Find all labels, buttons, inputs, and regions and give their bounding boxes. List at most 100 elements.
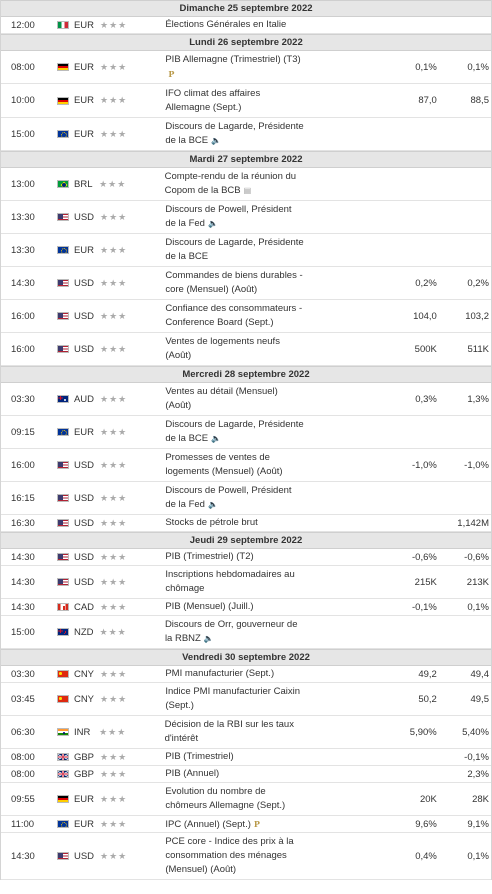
event-row[interactable]: 16:15 USD ★★★ Discours de Powell, Président… xyxy=(1,482,491,515)
event-previous: 103,2 xyxy=(465,310,489,322)
event-title[interactable]: Ventes de logements neufs (Août) xyxy=(159,335,330,363)
currency-code: INR xyxy=(74,726,91,738)
event-title-line: Commandes de biens durables - xyxy=(165,270,303,281)
event-currency: USD xyxy=(47,577,94,588)
event-title[interactable]: PCE core - Indice des prix à la consommat… xyxy=(159,835,330,877)
event-title[interactable]: PIB (Trimestriel) xyxy=(159,750,330,764)
currency-code: CNY xyxy=(73,693,95,705)
flag-eu-icon xyxy=(56,820,69,828)
currency-code: GBP xyxy=(73,768,95,780)
event-row[interactable]: 03:45 CNY ★★★ Indice PMI manufacturier Caix… xyxy=(1,683,491,716)
event-currency: USD xyxy=(47,311,94,322)
currency-code: EUR xyxy=(73,95,95,106)
currency-code: USD xyxy=(73,343,95,355)
event-forecast: -1,0% xyxy=(412,459,437,471)
flag-us-icon xyxy=(56,213,69,221)
event-title[interactable]: Commandes de biens durables - core (Mensu… xyxy=(159,269,330,297)
importance-stars-icon: ★★★ xyxy=(100,576,128,587)
event-row[interactable]: 16:30 USD ★★★ Stocks de pétrole brut 1,142M xyxy=(1,515,491,532)
event-previous: 1,3% xyxy=(467,393,489,405)
event-title[interactable]: Promesses de ventes de logements (Mensuel… xyxy=(159,451,330,479)
event-title[interactable]: PIB Allemagne (Trimestriel) (T3) P xyxy=(159,53,330,82)
event-title-line: Indice PMI manufacturier Caixin xyxy=(165,686,300,697)
event-title-line: Copom de la BCB xyxy=(164,185,241,196)
event-row[interactable]: 16:00 USD ★★★ Promesses de ventes de logemen… xyxy=(1,449,491,482)
event-title[interactable]: Discours de Orr, gouverneur de la RBNZ 🔈 xyxy=(159,618,331,646)
currency-code: EUR xyxy=(73,818,95,830)
event-time: 15:00 xyxy=(11,626,35,638)
event-row[interactable]: 03:30 AUD ★★★ Ventes au détail (Mensuel) (Ao… xyxy=(1,383,491,416)
event-row[interactable]: 10:00 EUR ★★★ IFO climat des affaires Allema… xyxy=(1,84,491,118)
event-title[interactable]: Élections Générales en Italie xyxy=(159,18,330,32)
event-row[interactable]: 03:30 CNY ★★★ PMI manufacturier (Sept.) 49,2… xyxy=(1,666,491,683)
event-title[interactable]: Inscriptions hebdomadaires au chômage xyxy=(159,568,330,596)
event-title[interactable]: PMI manufacturier (Sept.) xyxy=(159,667,330,681)
flag-gb-icon xyxy=(56,770,69,778)
importance-stars-icon: ★★★ xyxy=(100,95,128,105)
importance-stars-icon: ★★★ xyxy=(99,178,127,189)
event-title[interactable]: PIB (Annuel) xyxy=(159,767,330,781)
event-row[interactable]: 14:30 CAD ★★★ PIB (Mensuel) (Juill.) -0,1% 0,… xyxy=(1,599,491,616)
event-title[interactable]: Discours de Powell, Président de la Fed 🔈 xyxy=(159,484,330,512)
event-row[interactable]: 08:00 GBP ★★★ PIB (Annuel) 2,3% xyxy=(1,766,491,783)
event-row[interactable]: 09:55 EUR ★★★ Evolution du nombre de chômeur… xyxy=(1,783,491,816)
event-row[interactable]: 09:15 EUR ★★★ Discours de Lagarde, Présiden… xyxy=(1,416,491,449)
event-row[interactable]: 11:00 EUR ★★★ IPC (Annuel) (Sept.) P 9,6% 9,1% xyxy=(1,816,491,833)
event-time: 15:00 xyxy=(11,128,35,140)
event-row[interactable]: 08:00 GBP ★★★ PIB (Trimestriel) -0,1% xyxy=(1,749,491,766)
flag-cn-icon xyxy=(56,695,69,703)
event-forecast: 104,0 xyxy=(413,310,437,322)
event-row[interactable]: 15:00 EUR ★★★ Discours de Lagarde, Présiden… xyxy=(1,118,491,151)
importance-stars-icon: ★★★ xyxy=(100,551,128,562)
currency-code: USD xyxy=(73,576,95,588)
event-title[interactable]: Discours de Lagarde, Présidente de la BCE… xyxy=(159,120,330,148)
event-title[interactable]: PIB (Mensuel) (Juill.) xyxy=(159,600,330,614)
speaker-icon: 🔈 xyxy=(207,500,218,509)
event-title[interactable]: Compte-rendu de la réunion du Copom de la… xyxy=(159,170,331,198)
event-title[interactable]: PIB (Trimestriel) (T2) xyxy=(159,550,330,564)
event-title-line: Confiance des consommateurs - xyxy=(165,303,303,314)
event-row[interactable]: 06:30 INR ★★★ Décision de la RBI sur les ta… xyxy=(1,716,491,749)
event-row[interactable]: 15:00 NZD ★★★ Discours de Orr, gouverneur d… xyxy=(1,616,491,649)
importance-stars-icon: ★★★ xyxy=(100,343,128,354)
importance-stars-icon: ★★★ xyxy=(100,310,128,321)
importance-stars-icon: ★★★ xyxy=(100,393,128,404)
currency-code: USD xyxy=(73,459,95,471)
event-time: 16:30 xyxy=(11,517,35,529)
event-title[interactable]: IFO climat des affaires Allemagne (Sept.) xyxy=(159,87,330,115)
event-row[interactable]: 08:00 EUR ★★★ PIB Allemagne (Trimestriel) (… xyxy=(1,51,491,84)
flag-us-icon xyxy=(56,279,69,287)
event-title[interactable]: Discours de Powell, Président de la Fed 🔈 xyxy=(159,203,330,231)
event-title[interactable]: Ventes au détail (Mensuel) (Août) xyxy=(159,385,330,413)
currency-code: USD xyxy=(73,310,95,322)
event-row[interactable]: 12:00 EUR ★★★ Élections Générales en Italie xyxy=(1,17,491,34)
event-row[interactable]: 13:30 USD ★★★ Discours de Powell, Président… xyxy=(1,201,491,234)
event-title[interactable]: Décision de la RBI sur les taux d'intérêt xyxy=(159,718,331,746)
event-time: 16:00 xyxy=(11,459,35,471)
event-row[interactable]: 14:30 USD ★★★ PCE core - Indice des prix à … xyxy=(1,833,491,880)
event-title[interactable]: Indice PMI manufacturier Caixin (Sept.) xyxy=(159,685,330,713)
event-row[interactable]: 16:00 USD ★★★ Confiance des consommateurs -… xyxy=(1,300,491,333)
currency-code: USD xyxy=(73,517,95,529)
event-row[interactable]: 14:30 USD ★★★ Commandes de biens durables -… xyxy=(1,267,491,300)
flag-eu-icon xyxy=(56,246,69,254)
flag-us-icon xyxy=(56,312,69,320)
event-forecast: 50,2 xyxy=(418,693,437,705)
event-row[interactable]: 16:00 USD ★★★ Ventes de logements neufs (Aoû… xyxy=(1,333,491,366)
event-title-line: de la BCE xyxy=(165,433,209,444)
event-row[interactable]: 13:30 EUR ★★★ Discours de Lagarde, Présiden… xyxy=(1,234,491,267)
event-row[interactable]: 14:30 USD ★★★ PIB (Trimestriel) (T2) -0,6% -0… xyxy=(1,549,491,566)
importance-stars-icon: ★★★ xyxy=(100,426,128,437)
event-title[interactable]: Stocks de pétrole brut xyxy=(159,516,330,530)
event-row[interactable]: 14:30 USD ★★★ Inscriptions hebdomadaires au… xyxy=(1,566,491,599)
event-title[interactable]: Discours de Lagarde, Présidente de la BCE xyxy=(159,236,330,264)
event-title-line: IFO climat des affaires xyxy=(165,87,261,99)
event-title[interactable]: Evolution du nombre de chômeurs Allemagne… xyxy=(159,785,330,813)
event-title[interactable]: Discours de Lagarde, Présidente de la BCE… xyxy=(159,418,330,446)
event-title[interactable]: Confiance des consommateurs - Conference … xyxy=(159,302,330,330)
event-row[interactable]: 13:00 BRL ★★★ Compte-rendu de la réunion du… xyxy=(1,168,491,201)
event-title[interactable]: IPC (Annuel) (Sept.) P xyxy=(159,817,330,832)
event-title-line: Discours de Orr, gouverneur de xyxy=(164,619,298,630)
event-forecast: 0,4% xyxy=(415,850,437,862)
